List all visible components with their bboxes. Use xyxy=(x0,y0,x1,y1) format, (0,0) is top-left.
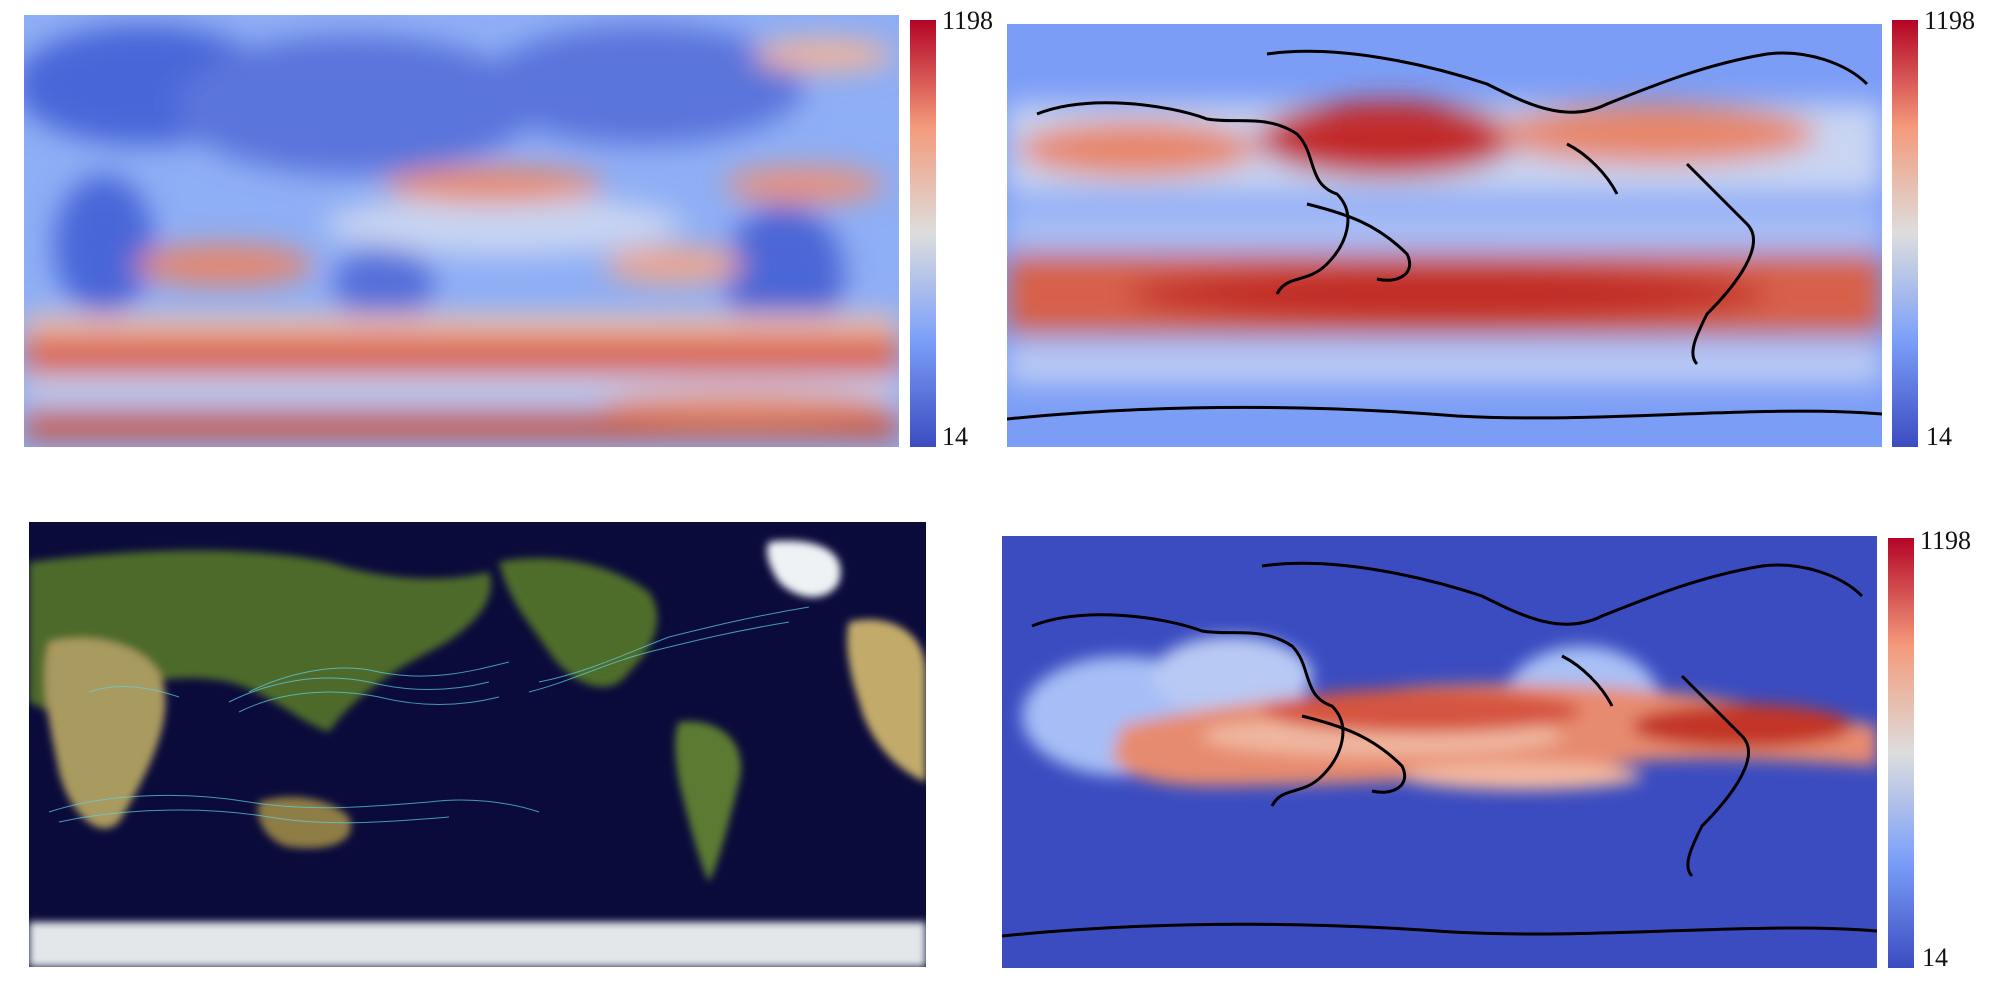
colorbar-top-left xyxy=(910,20,936,447)
colorbar-max-label: 1198 xyxy=(1920,526,1972,555)
density-map-with-coastlines xyxy=(1002,536,1877,968)
colorbar-bottom-right xyxy=(1888,538,1914,968)
colorbar-max-label: 1198 xyxy=(942,6,994,35)
colorbar-max-label: 1198 xyxy=(1924,6,1976,35)
colorbar-min-label: 14 xyxy=(1926,422,1952,451)
cyclone-tracks-satellite-map xyxy=(29,522,926,967)
model-density-map xyxy=(24,15,899,447)
colorbar-min-label: 14 xyxy=(1922,943,1948,972)
smoothed-density-map xyxy=(1007,24,1882,447)
colorbar-top-right xyxy=(1892,20,1918,447)
colorbar-min-label: 14 xyxy=(942,422,968,451)
